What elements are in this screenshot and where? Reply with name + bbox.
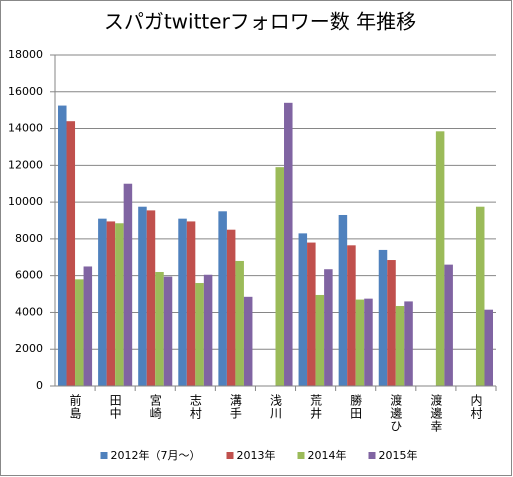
x-tick-label: 渡邊幸 — [429, 393, 443, 433]
bar — [195, 283, 204, 386]
bar — [163, 276, 173, 386]
x-tick-label: 溝手 — [228, 394, 242, 420]
bar — [138, 206, 147, 386]
legend-label: 2013年 — [237, 448, 276, 462]
bar — [435, 131, 445, 386]
bar — [298, 233, 308, 386]
bar — [243, 296, 253, 386]
y-tick-label: 18000 — [8, 48, 43, 61]
y-tick-label: 6000 — [15, 269, 43, 282]
legend-label: 2015年 — [379, 448, 418, 462]
bar — [387, 260, 396, 386]
bar — [284, 102, 293, 387]
chart-title: スパガtwitterフォロワー数 年推移 — [104, 10, 416, 34]
bar — [58, 105, 67, 386]
x-tick-label: 宮崎 — [148, 393, 162, 420]
bar — [66, 121, 76, 386]
bar — [347, 245, 356, 386]
legend-swatch — [297, 452, 305, 459]
bar — [83, 266, 93, 386]
legend-label: 2012年（7月～） — [111, 448, 201, 462]
x-tick-label: 田中 — [108, 394, 122, 420]
bar — [484, 309, 493, 386]
legend-swatch — [226, 452, 234, 459]
bar — [178, 218, 187, 386]
y-tick-label: 12000 — [8, 158, 43, 171]
legend-swatch — [100, 452, 108, 459]
legend-swatch — [368, 452, 376, 459]
bar — [75, 279, 84, 386]
bar — [475, 206, 485, 386]
x-tick-label: 渡邊ひ — [389, 393, 403, 433]
bar — [364, 298, 373, 386]
bar — [444, 264, 453, 386]
y-tick-label: 0 — [36, 379, 43, 392]
bar — [115, 223, 124, 386]
y-tick-label: 4000 — [15, 305, 43, 318]
bar — [203, 274, 213, 386]
legend-label: 2014年 — [308, 448, 347, 462]
bar — [155, 271, 164, 386]
x-tick-label: 荒井 — [309, 394, 323, 420]
bar — [146, 210, 156, 386]
bar — [404, 301, 413, 386]
bar — [315, 294, 325, 386]
x-tick-label: 勝田 — [349, 393, 363, 420]
x-tick-label: 浅川 — [269, 394, 283, 420]
bar — [355, 299, 365, 386]
y-tick-label: 10000 — [8, 195, 43, 208]
bar — [235, 260, 244, 386]
bar — [378, 249, 388, 386]
x-tick-label: 内村 — [469, 394, 483, 420]
bar — [186, 221, 196, 386]
y-tick-label: 16000 — [8, 85, 43, 98]
y-tick-label: 14000 — [8, 122, 43, 135]
bar — [338, 214, 348, 386]
x-tick-label: 志村 — [188, 394, 202, 420]
bar — [275, 167, 285, 386]
y-tick-label: 8000 — [15, 232, 43, 245]
bar — [226, 229, 236, 386]
bar — [395, 306, 405, 386]
bar — [123, 183, 133, 386]
bar — [106, 221, 116, 386]
bar — [218, 211, 227, 386]
bar — [307, 242, 316, 386]
y-tick-label: 2000 — [15, 342, 43, 355]
bar — [324, 269, 333, 386]
x-tick-label: 前島 — [68, 393, 82, 420]
bar — [98, 218, 107, 386]
